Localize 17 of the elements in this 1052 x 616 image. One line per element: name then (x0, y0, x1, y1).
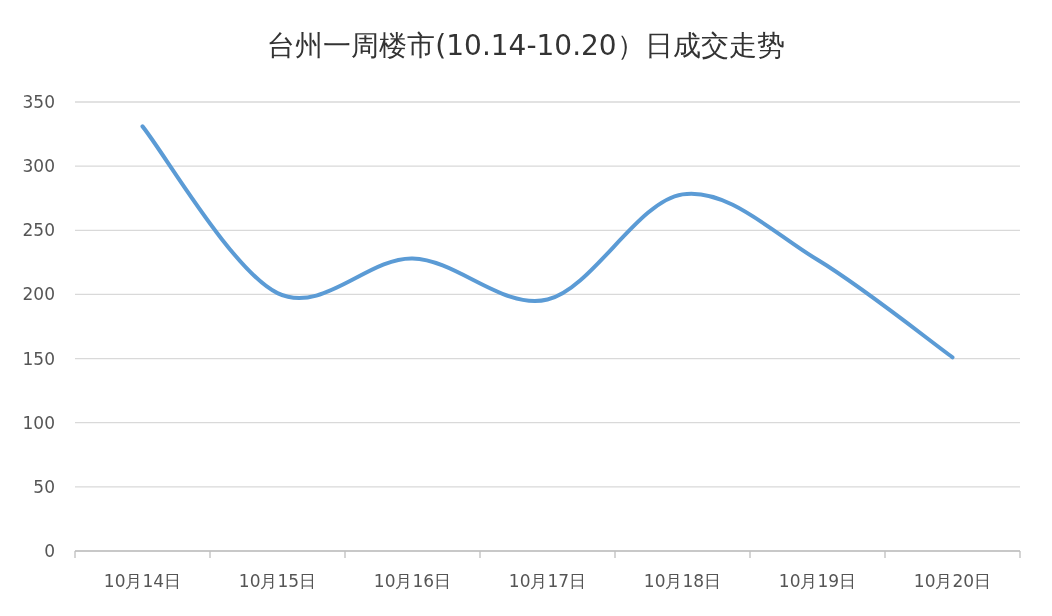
x-tick-label: 10月19日 (778, 571, 857, 591)
x-tick-label: 10月14日 (103, 571, 182, 591)
x-tick-label: 10月18日 (643, 571, 722, 591)
line-series (140, 124, 955, 360)
y-tick-label: 200 (22, 284, 55, 305)
x-tick-label: 10月17日 (508, 571, 587, 591)
y-tick-label: 300 (22, 156, 55, 177)
chart-title: 台州一周楼市(10.14-10.20）日成交走势 (267, 29, 785, 62)
y-tick-label: 350 (22, 92, 55, 112)
x-tick-label: 10月16日 (373, 571, 452, 591)
x-tick-label: 10月20日 (913, 571, 992, 591)
y-tick-label: 150 (22, 348, 55, 369)
y-tick-label: 0 (44, 541, 55, 561)
y-tick-label: 50 (33, 476, 55, 497)
x-tick-label: 10月15日 (238, 571, 317, 591)
y-tick-label: 100 (22, 412, 55, 433)
y-tick-label: 250 (22, 220, 55, 241)
